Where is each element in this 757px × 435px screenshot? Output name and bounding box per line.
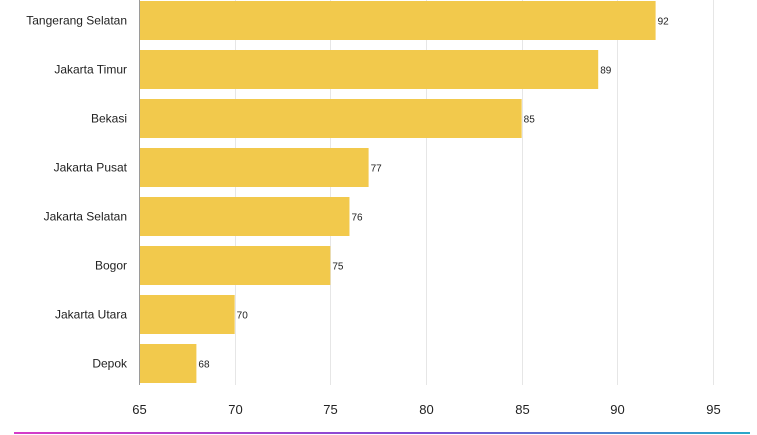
category-label: Bekasi xyxy=(91,112,127,126)
bar[interactable] xyxy=(140,1,656,40)
x-tick-label: 95 xyxy=(706,402,720,417)
x-tick-label: 85 xyxy=(515,402,529,417)
value-label: 75 xyxy=(332,262,344,273)
bar[interactable] xyxy=(140,246,331,285)
bars xyxy=(140,1,656,383)
category-label: Tangerang Selatan xyxy=(26,14,127,28)
axes: 65 70 75 80 85 90 95 Tangerang Selatan 92 Jakarta… xyxy=(26,0,721,417)
value-label: 85 xyxy=(524,115,536,126)
value-label: 92 xyxy=(658,17,670,28)
category-label: Jakarta Timur xyxy=(54,63,127,77)
category-label: Jakarta Utara xyxy=(55,308,127,322)
bar[interactable] xyxy=(140,50,599,89)
x-tick-label: 75 xyxy=(323,402,337,417)
category-label: Jakarta Pusat xyxy=(54,161,128,175)
bar[interactable] xyxy=(140,344,197,383)
category-label: Depok xyxy=(92,357,128,371)
value-label: 68 xyxy=(198,360,210,371)
value-label: 76 xyxy=(351,213,363,224)
x-tick-label: 65 xyxy=(132,402,146,417)
x-tick-label: 70 xyxy=(228,402,242,417)
bar[interactable] xyxy=(140,197,350,236)
x-tick-label: 80 xyxy=(419,402,433,417)
value-label: 77 xyxy=(371,164,383,175)
value-label: 70 xyxy=(237,311,249,322)
category-label: Jakarta Selatan xyxy=(44,210,127,224)
bar[interactable] xyxy=(140,295,235,334)
footer-gradient-bar xyxy=(14,432,750,434)
bar[interactable] xyxy=(140,99,522,138)
category-label: Bogor xyxy=(95,259,127,273)
x-tick-label: 90 xyxy=(610,402,624,417)
bar[interactable] xyxy=(140,148,369,187)
value-label: 89 xyxy=(600,66,612,77)
